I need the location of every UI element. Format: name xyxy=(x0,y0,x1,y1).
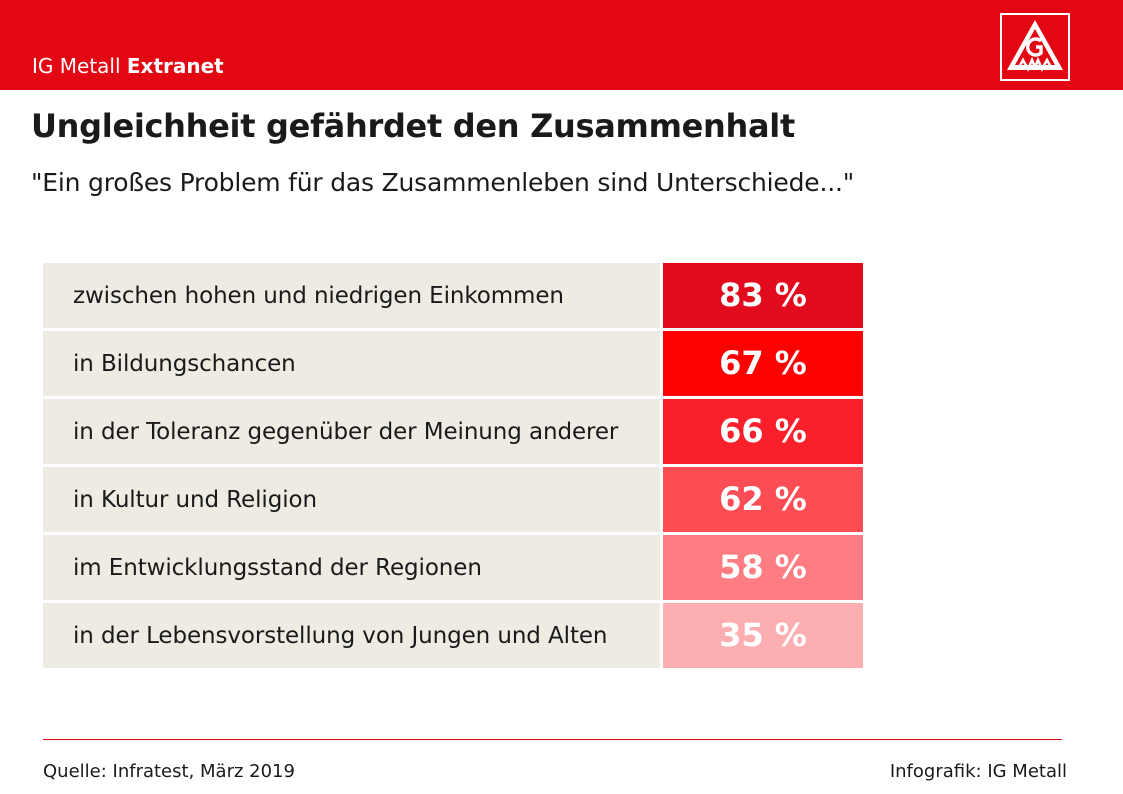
row-value: 35 % xyxy=(663,603,863,668)
table-row: in der Lebensvorstellung von Jungen und … xyxy=(43,603,863,668)
row-label: in der Toleranz gegenüber der Meinung an… xyxy=(43,399,660,464)
ig-metall-logo xyxy=(1000,13,1070,81)
row-value: 66 % xyxy=(663,399,863,464)
row-value: 67 % xyxy=(663,331,863,396)
table-row: in der Toleranz gegenüber der Meinung an… xyxy=(43,399,863,464)
row-value: 62 % xyxy=(663,467,863,532)
source-note: Quelle: Infratest, März 2019 xyxy=(43,761,295,782)
brand-name: IG Metall Extranet xyxy=(32,53,224,79)
table-row: in Bildungschancen 67 % xyxy=(43,331,863,396)
row-label: in der Lebensvorstellung von Jungen und … xyxy=(43,603,660,668)
brand-name-bold: Extranet xyxy=(126,54,224,78)
row-value: 83 % xyxy=(663,263,863,328)
table-row: im Entwicklungsstand der Regionen 58 % xyxy=(43,535,863,600)
row-label: zwischen hohen und niedrigen Einkommen xyxy=(43,263,660,328)
footer-divider xyxy=(43,739,1062,740)
table-row: zwischen hohen und niedrigen Einkommen 8… xyxy=(43,263,863,328)
brand-name-regular: IG Metall xyxy=(32,54,121,78)
header-bar: IG Metall Extranet xyxy=(0,0,1123,90)
row-label: in Bildungschancen xyxy=(43,331,660,396)
ig-metall-logo-icon xyxy=(1007,20,1063,72)
credit-note: Infografik: IG Metall xyxy=(889,761,1067,782)
page-title: Ungleichheit gefährdet den Zusammenhalt xyxy=(31,107,795,145)
row-label: in Kultur und Religion xyxy=(43,467,660,532)
row-value: 58 % xyxy=(663,535,863,600)
page-subtitle: "Ein großes Problem für das Zusammenlebe… xyxy=(31,168,854,197)
table-row: in Kultur und Religion 62 % xyxy=(43,467,863,532)
results-table: zwischen hohen und niedrigen Einkommen 8… xyxy=(43,263,863,671)
row-label: im Entwicklungsstand der Regionen xyxy=(43,535,660,600)
